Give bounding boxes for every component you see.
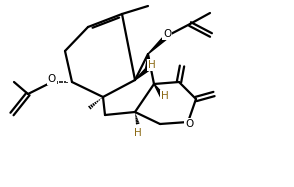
Text: H: H bbox=[148, 60, 156, 70]
Text: H: H bbox=[134, 128, 142, 138]
Text: O: O bbox=[185, 119, 193, 129]
Text: H: H bbox=[161, 91, 169, 101]
Text: O: O bbox=[163, 29, 171, 39]
Polygon shape bbox=[146, 54, 150, 68]
Polygon shape bbox=[148, 34, 168, 54]
Polygon shape bbox=[154, 84, 165, 98]
Polygon shape bbox=[135, 65, 151, 80]
Text: O: O bbox=[48, 74, 56, 84]
